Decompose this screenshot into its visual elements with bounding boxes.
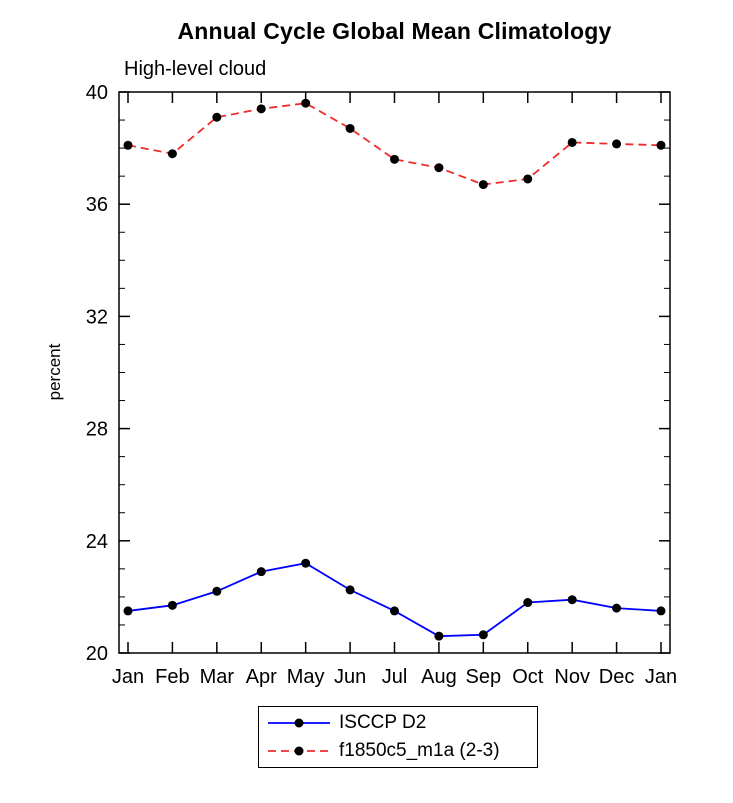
page-title: Annual Cycle Global Mean Climatology (177, 18, 612, 44)
chart-subtitle: High-level cloud (124, 58, 267, 80)
svg-text:Oct: Oct (512, 666, 544, 688)
legend-line-marker-f1850c5-icon (268, 746, 330, 756)
chart-legend: ISCCP D2 f1850c5_m1a (2-3) (258, 706, 538, 768)
svg-text:40: 40 (86, 82, 108, 104)
svg-text:36: 36 (86, 194, 108, 216)
svg-text:Feb: Feb (155, 666, 189, 688)
svg-text:Jun: Jun (334, 666, 366, 688)
svg-text:20: 20 (86, 643, 108, 665)
legend-label-isccp-d2: ISCCP D2 (339, 712, 427, 733)
svg-text:Sep: Sep (466, 666, 502, 688)
legend-line-marker-isccp-icon (268, 718, 330, 728)
svg-text:Dec: Dec (599, 666, 635, 688)
svg-text:Nov: Nov (554, 666, 590, 688)
svg-text:Jan: Jan (112, 666, 144, 688)
svg-text:24: 24 (86, 531, 108, 553)
svg-text:Jan: Jan (645, 666, 677, 688)
svg-text:Aug: Aug (421, 666, 457, 688)
svg-text:Jul: Jul (382, 666, 408, 688)
svg-text:Mar: Mar (200, 666, 235, 688)
legend-item-f1850c5: f1850c5_m1a (2-3) (267, 739, 537, 763)
legend-item-isccp-d2: ISCCP D2 (267, 711, 537, 735)
svg-text:28: 28 (86, 419, 108, 441)
svg-text:May: May (287, 666, 325, 688)
legend-label-f1850c5: f1850c5_m1a (2-3) (339, 740, 500, 761)
svg-text:Apr: Apr (246, 666, 277, 688)
svg-text:32: 32 (86, 306, 108, 328)
